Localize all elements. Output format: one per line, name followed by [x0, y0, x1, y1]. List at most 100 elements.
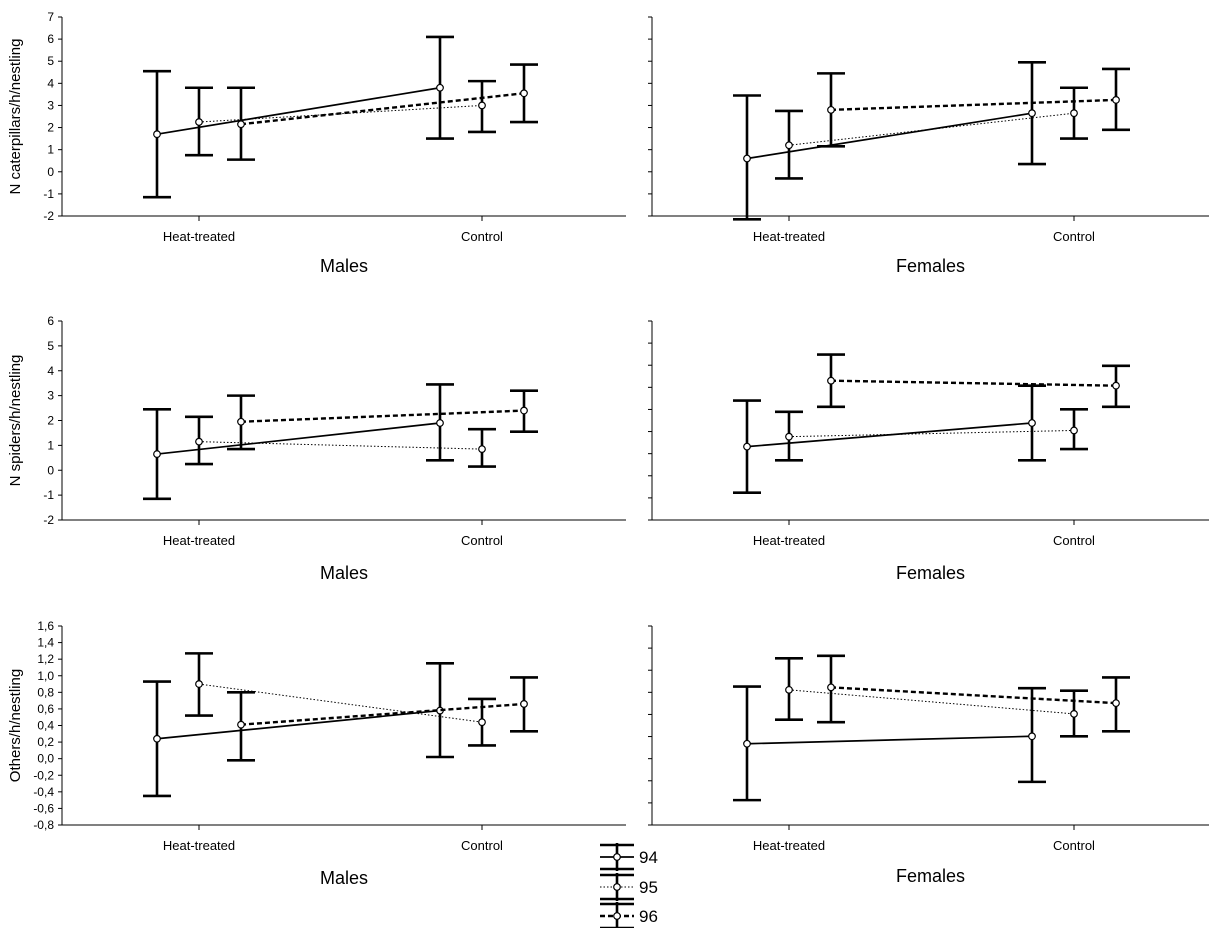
series-95 — [185, 652, 496, 747]
y-tick-label: 1 — [47, 438, 54, 452]
series-96 — [227, 389, 538, 451]
series-95 — [775, 408, 1088, 462]
data-point — [1112, 381, 1120, 390]
data-point — [520, 406, 528, 415]
data-point — [743, 739, 751, 748]
y-tick-label: 1,6 — [37, 619, 54, 633]
y-tick-label: 5 — [47, 339, 54, 353]
y-tick-label: -1 — [43, 187, 54, 201]
x-category-label: Control — [1053, 533, 1095, 548]
series-line — [156, 86, 441, 136]
data-point — [520, 89, 528, 98]
series-95 — [185, 415, 496, 468]
data-point — [153, 450, 161, 458]
y-tick-label: -1 — [43, 488, 54, 502]
y-tick-label: -0,6 — [33, 801, 54, 815]
y-tick-label: 0 — [47, 463, 54, 477]
panel-others-males: -0,8 -0,6 -0,4 -0,2 0,0 0,2 0,4 0,6 0,8 1,0 1,2 1,4… — [7, 619, 626, 888]
y-tick-label: -0,8 — [33, 818, 54, 832]
y-tick-label: -0,4 — [33, 785, 54, 799]
panel-subtitle: Males — [320, 256, 368, 276]
y-tick-label: 4 — [47, 76, 54, 90]
y-tick-label: 0,2 — [37, 735, 54, 749]
panel-subtitle: Males — [320, 868, 368, 888]
legend-label: 96 — [639, 907, 658, 926]
y-axis-label: Others/h/nestling — [7, 669, 24, 782]
data-point — [478, 445, 486, 454]
panel-subtitle: Males — [320, 563, 368, 583]
y-tick-label: 0,8 — [37, 685, 54, 699]
data-point — [237, 417, 245, 426]
data-point — [1070, 709, 1078, 718]
series-94 — [733, 685, 1046, 802]
y-tick-label: -0,2 — [33, 768, 54, 782]
x-category-label: Control — [461, 229, 503, 244]
x-category-label: Control — [461, 533, 503, 548]
data-point — [436, 419, 444, 427]
x-category-label: Heat-treated — [163, 533, 235, 548]
series-95 — [775, 86, 1088, 180]
panel-caterpillars-males: -2 -1 0 1 2 3 4 5 6 7 Heat-treated Control Males N ca… — [7, 10, 626, 276]
data-point — [195, 680, 203, 688]
x-category-label: Heat-treated — [753, 229, 825, 244]
panel-others-females: Heat-treated Control Females — [648, 625, 1209, 886]
series-96 — [817, 67, 1130, 148]
series-96 — [227, 676, 538, 762]
series-line — [240, 702, 525, 726]
y-tick-label: 1,4 — [37, 636, 54, 650]
series-94 — [733, 61, 1046, 221]
series-line — [746, 422, 1033, 448]
y-tick-label: 2 — [47, 121, 54, 135]
series-line — [156, 422, 441, 455]
y-tick-label: -2 — [43, 209, 54, 223]
data-point — [1028, 109, 1036, 118]
series-line — [746, 735, 1033, 745]
data-point — [1112, 699, 1120, 708]
y-axis-label: N caterpillars/h/nestling — [7, 39, 24, 195]
legend-marker — [613, 912, 621, 920]
series-line — [198, 441, 483, 450]
legend-marker — [613, 853, 621, 861]
y-tick-label: -2 — [43, 513, 54, 527]
series-line — [240, 409, 525, 423]
y-tick-label: 0 — [47, 165, 54, 179]
y-tick-label: 3 — [47, 389, 54, 403]
data-point — [1070, 426, 1078, 435]
series-94 — [143, 383, 454, 501]
series-line — [156, 709, 441, 740]
x-category-label: Heat-treated — [753, 838, 825, 853]
x-category-label: Control — [1053, 229, 1095, 244]
y-tick-label: 1,0 — [37, 669, 54, 683]
legend-item-95: 95 — [600, 873, 658, 901]
data-point — [1112, 96, 1120, 104]
series-96 — [817, 654, 1130, 733]
data-point — [1070, 109, 1078, 118]
data-point — [743, 442, 751, 451]
data-point — [785, 432, 793, 441]
panel-subtitle: Females — [896, 866, 965, 886]
data-point — [436, 83, 444, 92]
y-tick-label: 6 — [47, 32, 54, 46]
legend-item-94: 94 — [600, 843, 658, 871]
series-94 — [143, 35, 454, 199]
x-category-label: Heat-treated — [163, 838, 235, 853]
series-94 — [733, 384, 1046, 494]
y-tick-label: 4 — [47, 364, 54, 378]
data-point — [237, 720, 245, 729]
data-point — [478, 718, 486, 727]
data-point — [195, 437, 203, 446]
y-tick-label: 1 — [47, 143, 54, 157]
data-point — [827, 105, 835, 114]
panel-spiders-males: -2 -1 0 1 2 3 4 5 6 Heat-treated Control Males N spi… — [7, 314, 626, 583]
data-point — [478, 101, 486, 110]
y-tick-label: 2 — [47, 414, 54, 428]
y-tick-label: 0,0 — [37, 752, 54, 766]
panel-subtitle: Females — [896, 256, 965, 276]
panel-caterpillars-females: Heat-treated Control Females — [648, 16, 1209, 276]
data-point — [237, 120, 245, 129]
y-tick-label: 0,4 — [37, 719, 54, 733]
series-95 — [185, 79, 496, 157]
series-95 — [775, 657, 1088, 738]
x-category-label: Control — [1053, 838, 1095, 853]
